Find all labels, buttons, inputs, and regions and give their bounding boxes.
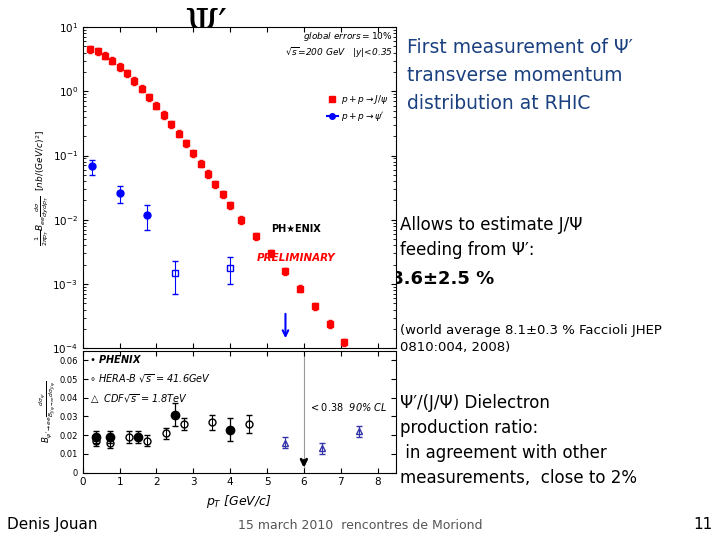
Text: $\triangle$ CDF$\sqrt{s}$ = 1.8TeV: $\triangle$ CDF$\sqrt{s}$ = 1.8TeV xyxy=(89,392,188,406)
Text: First measurement of Ψ′
transverse momentum
distribution at RHIC: First measurement of Ψ′ transverse momen… xyxy=(407,38,633,113)
Legend: $p+p \rightarrow J/\psi$, $p+p \rightarrow \psi^\prime$: $p+p \rightarrow J/\psi$, $p+p \rightarr… xyxy=(323,89,392,127)
Text: Ψ′: Ψ′ xyxy=(184,8,227,45)
Text: Denis Jouan: Denis Jouan xyxy=(7,517,98,532)
Y-axis label: $\frac{1}{2\pi p_T} B_{ee} \frac{d\sigma}{dy dp_T}$  $[nb/(GeV/c)^2]$: $\frac{1}{2\pi p_T} B_{ee} \frac{d\sigma… xyxy=(34,130,51,246)
Text: Ψ′/(J/Ψ) Dielectron
production ratio:
 in agreement with other
measurements,  cl: Ψ′/(J/Ψ) Dielectron production ratio: in… xyxy=(400,394,636,487)
Text: Allows to estimate J/Ψ
feeding from Ψ′:: Allows to estimate J/Ψ feeding from Ψ′: xyxy=(400,216,582,259)
Text: $\circ$ HERA-B $\sqrt{s}$ = 41.6GeV: $\circ$ HERA-B $\sqrt{s}$ = 41.6GeV xyxy=(89,373,211,386)
Y-axis label: $B_{\psi^\prime \to ee}\frac{d\sigma_{\psi^\prime}}{B_{J/\psi \to ee} d\sigma_{J: $B_{\psi^\prime \to ee}\frac{d\sigma_{\p… xyxy=(37,381,58,443)
Text: $\bullet$ PHENIX: $\bullet$ PHENIX xyxy=(89,354,143,366)
Text: $\it{global\ errors = 10\%}$
$\sqrt{s}$=200 GeV   $|y|$<0.35: $\it{global\ errors = 10\%}$ $\sqrt{s}$=… xyxy=(285,30,393,60)
Text: 15 march 2010  rencontres de Moriond: 15 march 2010 rencontres de Moriond xyxy=(238,519,482,532)
Text: 8.6±2.5 %: 8.6±2.5 % xyxy=(391,270,495,288)
Text: PH★ENIX: PH★ENIX xyxy=(271,225,320,234)
Text: (world average 8.1±0.3 % Faccioli JHEP
0810:004, 2008): (world average 8.1±0.3 % Faccioli JHEP 0… xyxy=(400,324,662,354)
Text: 11: 11 xyxy=(693,517,713,532)
Text: PRELIMINARY: PRELIMINARY xyxy=(256,253,335,264)
Text: $< 0.38$  90% CL: $< 0.38$ 90% CL xyxy=(310,401,387,413)
X-axis label: $p_T$ [GeV/c]: $p_T$ [GeV/c] xyxy=(207,493,272,510)
